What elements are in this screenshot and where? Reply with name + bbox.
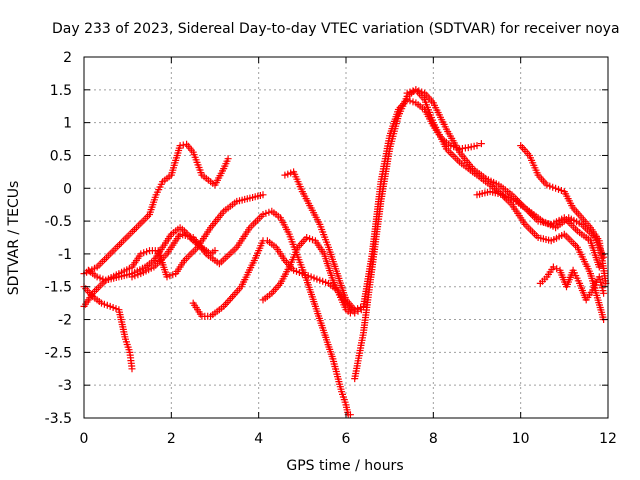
data-point [224,155,232,163]
series-track-3 [80,224,219,310]
y-tick-label: -2.5 [45,345,72,361]
x-tick-label: 6 [342,431,351,447]
data-point [259,191,267,199]
series-track-12 [517,142,610,287]
series-track-5 [128,207,354,419]
y-tick-label: -0.5 [45,214,72,230]
x-tick-label: 8 [429,431,438,447]
data-series [80,86,610,419]
data-point [131,272,139,280]
data-point [211,247,219,255]
data-point [473,142,481,150]
series-track-10 [403,86,608,323]
x-tick-label: 2 [167,431,176,447]
data-point [179,141,187,149]
data-point [477,140,485,148]
y-tick-label: -2 [58,313,72,329]
data-point [553,265,561,273]
data-point [406,88,414,96]
data-point [346,411,354,419]
series-track-7 [259,234,354,317]
y-axis-label: SDTVAR / TECUs [6,181,22,296]
axis-ticks: 0 2 4 6 8 10 12 -3.5 -3 -2.5 -2 -1.5 -1 -0.5 0 0.5 1 1.5 2 [45,50,617,447]
data-point [595,263,603,271]
series-track-2 [80,140,232,278]
data-point [354,305,362,313]
y-tick-label: 0.5 [50,148,72,164]
y-tick-label: 2 [63,50,72,66]
x-axis-label: GPS time / hours [286,458,403,474]
y-tick-label: -3.5 [45,411,72,427]
data-point [262,209,270,217]
grid-lines [84,57,608,418]
series-track-13 [536,263,608,304]
series-track-8 [281,96,485,314]
chart-title: Day 233 of 2023, Sidereal Day-to-day VTE… [52,21,620,37]
series-track-9 [351,86,603,383]
x-tick-label: 10 [512,431,530,447]
y-tick-label: -1.5 [45,280,72,296]
data-point [549,263,557,271]
data-point [301,271,309,279]
x-tick-label: 0 [80,431,89,447]
y-tick-label: -1 [58,247,72,263]
y-tick-label: 1 [63,116,72,132]
x-tick-label: 12 [599,431,617,447]
x-tick-label: 4 [254,431,263,447]
y-tick-label: 0 [63,181,72,197]
y-tick-label: 1.5 [50,83,72,99]
y-tick-label: -3 [58,378,72,394]
data-point [128,365,136,373]
data-point [600,289,608,297]
data-point [346,309,354,317]
series-track-4 [84,191,267,284]
